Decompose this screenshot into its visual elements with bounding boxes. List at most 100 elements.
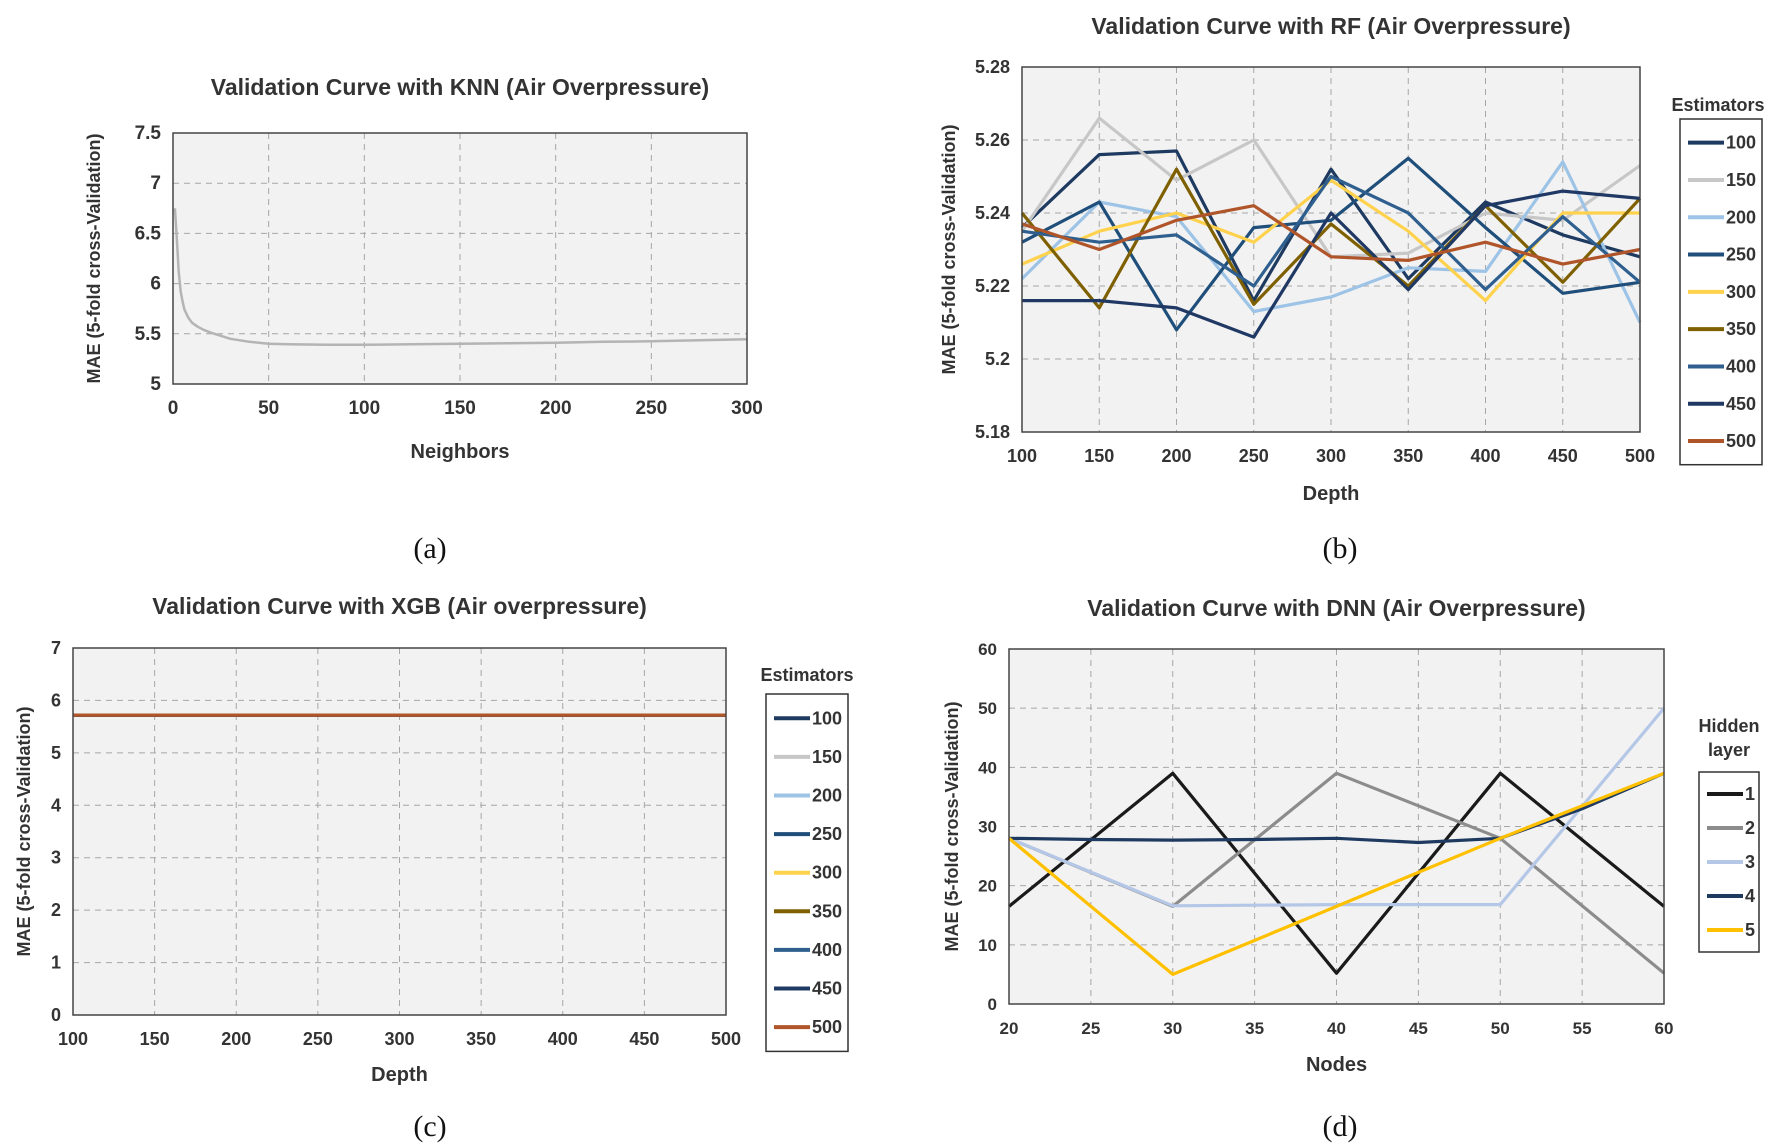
legend-label-3: 3 bbox=[1745, 852, 1755, 872]
legend-label-100: 100 bbox=[1726, 133, 1756, 153]
x-tick-label: 400 bbox=[1470, 446, 1500, 466]
x-tick-label: 200 bbox=[221, 1029, 251, 1049]
series-line-4 bbox=[1008, 771, 1665, 845]
plot-frame bbox=[1021, 66, 1641, 433]
x-tick-label: 500 bbox=[711, 1029, 741, 1049]
y-tick-label: 6.5 bbox=[135, 223, 162, 244]
chart-title: Validation Curve with XGB (Air overpress… bbox=[152, 593, 647, 619]
xgb-chart: Validation Curve with XGB (Air overpress… bbox=[14, 593, 854, 1086]
y-axis-label: MAE (5-fold cross-Validation) bbox=[14, 706, 34, 956]
x-tick-label: 250 bbox=[1239, 446, 1269, 466]
legend-label-350: 350 bbox=[812, 901, 842, 921]
caption-d: (d) bbox=[1322, 1110, 1358, 1143]
x-tick-label: 100 bbox=[1007, 446, 1037, 466]
legend-label-450: 450 bbox=[1726, 394, 1756, 414]
plot-frame bbox=[1008, 648, 1665, 1005]
x-tick-label: 150 bbox=[1084, 446, 1114, 466]
legend-label-350: 350 bbox=[1726, 319, 1756, 339]
x-tick-label: 25 bbox=[1081, 1019, 1100, 1038]
legend-label-2: 2 bbox=[1745, 818, 1755, 838]
dnn-chart: Validation Curve with DNN (Air Overpress… bbox=[942, 595, 1760, 1076]
y-tick-label: 1 bbox=[51, 953, 61, 973]
x-tick-label: 450 bbox=[629, 1029, 659, 1049]
x-tick-label: 20 bbox=[1000, 1019, 1019, 1038]
y-tick-label: 5 bbox=[51, 743, 61, 763]
x-tick-label: 150 bbox=[140, 1029, 170, 1049]
legend-title: Estimators bbox=[760, 665, 853, 685]
y-tick-label: 0 bbox=[988, 995, 997, 1014]
x-tick-label: 250 bbox=[303, 1029, 333, 1049]
x-axis-label: Neighbors bbox=[411, 441, 510, 463]
x-tick-label: 150 bbox=[444, 398, 476, 419]
caption-a: (a) bbox=[413, 532, 447, 565]
y-tick-label: 5.22 bbox=[975, 276, 1010, 296]
y-tick-label: 5.2 bbox=[985, 349, 1010, 369]
y-tick-label: 5 bbox=[150, 374, 161, 395]
chart-title: Validation Curve with KNN (Air Overpress… bbox=[211, 74, 709, 100]
legend-label-1: 1 bbox=[1745, 784, 1755, 804]
legend-label-500: 500 bbox=[1726, 431, 1756, 451]
series-line-200 bbox=[1020, 160, 1642, 324]
y-tick-label: 5.24 bbox=[975, 203, 1010, 223]
y-tick-label: 7 bbox=[150, 173, 161, 194]
y-tick-label: 7.5 bbox=[135, 123, 162, 144]
x-tick-label: 300 bbox=[731, 398, 763, 419]
plot-area bbox=[73, 648, 726, 1015]
x-tick-label: 100 bbox=[348, 398, 380, 419]
caption-b: (b) bbox=[1322, 532, 1358, 565]
y-tick-label: 10 bbox=[978, 936, 997, 955]
y-tick-label: 40 bbox=[978, 758, 997, 777]
x-tick-label: 200 bbox=[540, 398, 572, 419]
y-tick-label: 2 bbox=[51, 900, 61, 920]
legend-label-4: 4 bbox=[1745, 886, 1755, 906]
y-tick-label: 3 bbox=[51, 848, 61, 868]
legend-label-300: 300 bbox=[1726, 282, 1756, 302]
legend-label-250: 250 bbox=[812, 824, 842, 844]
y-tick-label: 5.5 bbox=[135, 324, 162, 345]
y-tick-label: 5.28 bbox=[975, 57, 1010, 77]
x-tick-label: 450 bbox=[1548, 446, 1578, 466]
legend-label-450: 450 bbox=[812, 979, 842, 999]
legend-label-200: 200 bbox=[1726, 207, 1756, 227]
x-tick-label: 500 bbox=[1625, 446, 1655, 466]
x-tick-label: 350 bbox=[1393, 446, 1423, 466]
x-tick-label: 250 bbox=[635, 398, 667, 419]
x-tick-label: 0 bbox=[168, 398, 179, 419]
x-tick-label: 50 bbox=[258, 398, 279, 419]
x-tick-label: 100 bbox=[58, 1029, 88, 1049]
y-tick-label: 5.18 bbox=[975, 422, 1010, 442]
legend-title: layer bbox=[1708, 740, 1750, 760]
y-axis-label: MAE (5-fold cross-Validation) bbox=[942, 701, 962, 951]
x-axis-label: Nodes bbox=[1306, 1054, 1367, 1076]
x-tick-label: 350 bbox=[466, 1029, 496, 1049]
legend-title: Hidden bbox=[1699, 716, 1760, 736]
legend-label-5: 5 bbox=[1745, 920, 1755, 940]
legend-label-200: 200 bbox=[812, 786, 842, 806]
series-line-500 bbox=[1021, 204, 1641, 266]
legend-label-500: 500 bbox=[812, 1017, 842, 1037]
y-tick-label: 20 bbox=[978, 877, 997, 896]
series-line-450 bbox=[1022, 189, 1641, 339]
legend-label-150: 150 bbox=[812, 747, 842, 767]
legend-label-400: 400 bbox=[812, 940, 842, 960]
y-tick-label: 6 bbox=[51, 690, 61, 710]
plot-frame bbox=[72, 647, 727, 1016]
series-line-5 bbox=[1007, 771, 1665, 977]
x-tick-label: 55 bbox=[1573, 1019, 1592, 1038]
x-tick-label: 35 bbox=[1245, 1019, 1264, 1038]
y-tick-label: 6 bbox=[150, 274, 161, 295]
x-tick-label: 45 bbox=[1409, 1019, 1428, 1038]
x-tick-label: 300 bbox=[1316, 446, 1346, 466]
y-tick-label: 50 bbox=[978, 699, 997, 718]
x-tick-label: 40 bbox=[1327, 1019, 1346, 1038]
legend-label-150: 150 bbox=[1726, 170, 1756, 190]
legend-label-100: 100 bbox=[812, 708, 842, 728]
y-tick-label: 30 bbox=[978, 818, 997, 837]
rf-chart: Validation Curve with RF (Air Overpressu… bbox=[939, 13, 1765, 505]
legend-label-250: 250 bbox=[1726, 245, 1756, 265]
y-tick-label: 4 bbox=[51, 795, 61, 815]
x-tick-label: 50 bbox=[1491, 1019, 1510, 1038]
legend-title: Estimators bbox=[1671, 95, 1764, 115]
series-line-3 bbox=[1008, 707, 1666, 908]
